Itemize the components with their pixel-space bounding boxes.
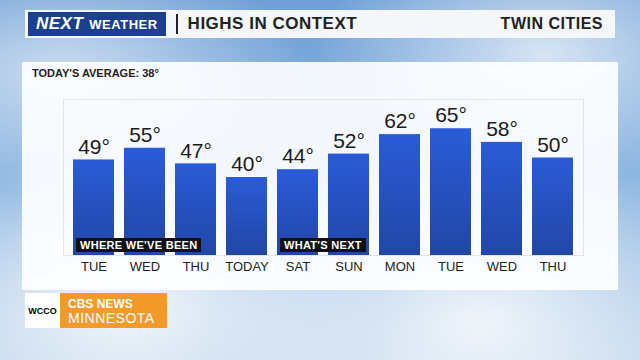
svg-text:MON: MON (385, 259, 415, 274)
svg-text:58°: 58° (486, 117, 518, 140)
html-text:WCCO: WCCO (28, 305, 57, 316)
svg-text:TUE: TUE (81, 259, 107, 274)
html-text:HIGHS IN CONTEXT: HIGHS IN CONTEXT (187, 14, 358, 33)
html-text:WHAT'S NEXT: WHAT'S NEXT (284, 239, 362, 251)
svg-text:44°: 44° (282, 144, 314, 167)
svg-text:52°: 52° (333, 129, 365, 152)
svg-text:50°: 50° (537, 133, 569, 156)
svg-text:THU: THU (540, 259, 567, 274)
svg-text:TUE: TUE (438, 259, 464, 274)
html-text:TWIN CITIES: TWIN CITIES (500, 15, 603, 32)
html-text:MINNESOTA: MINNESOTA (68, 309, 155, 326)
svg-text:THU: THU (183, 259, 210, 274)
svg-text:SUN: SUN (335, 259, 362, 274)
svg-text:55°: 55° (129, 123, 161, 146)
svg-text:TODAY: TODAY (225, 259, 269, 274)
svg-text:49°: 49° (78, 135, 110, 158)
svg-text:40°: 40° (231, 152, 263, 175)
html-text:CBS NEWS: CBS NEWS (68, 296, 133, 311)
svg-text:SAT: SAT (286, 259, 310, 274)
svg-text:47°: 47° (180, 139, 212, 162)
svg-text:62°: 62° (384, 109, 416, 132)
html-text:NEXT WEATHER: NEXT WEATHER (36, 14, 158, 33)
svg-text:65°: 65° (435, 103, 467, 126)
svg-text:WED: WED (487, 259, 517, 274)
html-text:WHERE WE'VE BEEN: WHERE WE'VE BEEN (80, 239, 198, 251)
html-text:TODAY'S AVERAGE: 38°: TODAY'S AVERAGE: 38° (32, 67, 159, 79)
svg-text:WED: WED (130, 259, 160, 274)
